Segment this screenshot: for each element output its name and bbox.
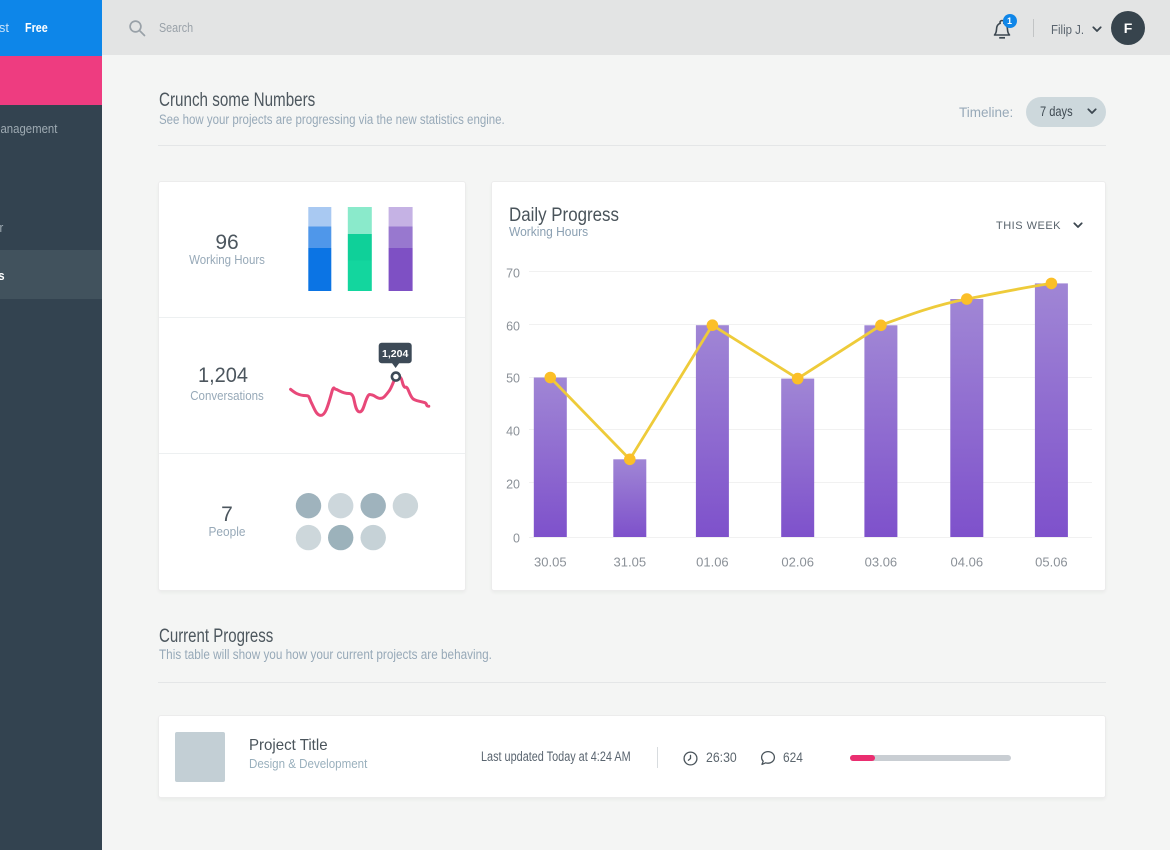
svg-text:0: 0: [513, 532, 520, 546]
svg-text:01.06: 01.06: [696, 554, 729, 569]
svg-text:03.06: 03.06: [865, 554, 898, 569]
svg-text:60: 60: [506, 320, 520, 334]
svg-text:04.06: 04.06: [951, 554, 984, 569]
svg-text:1,204: 1,204: [382, 348, 408, 360]
svg-text:70: 70: [506, 267, 520, 281]
svg-text:30.05: 30.05: [534, 554, 567, 569]
svg-text:40: 40: [506, 425, 520, 439]
svg-text:31.05: 31.05: [614, 554, 647, 569]
svg-text:50: 50: [506, 372, 520, 386]
svg-text:02.06: 02.06: [781, 554, 814, 569]
svg-text:20: 20: [506, 478, 520, 492]
svg-text:05.06: 05.06: [1035, 554, 1068, 569]
